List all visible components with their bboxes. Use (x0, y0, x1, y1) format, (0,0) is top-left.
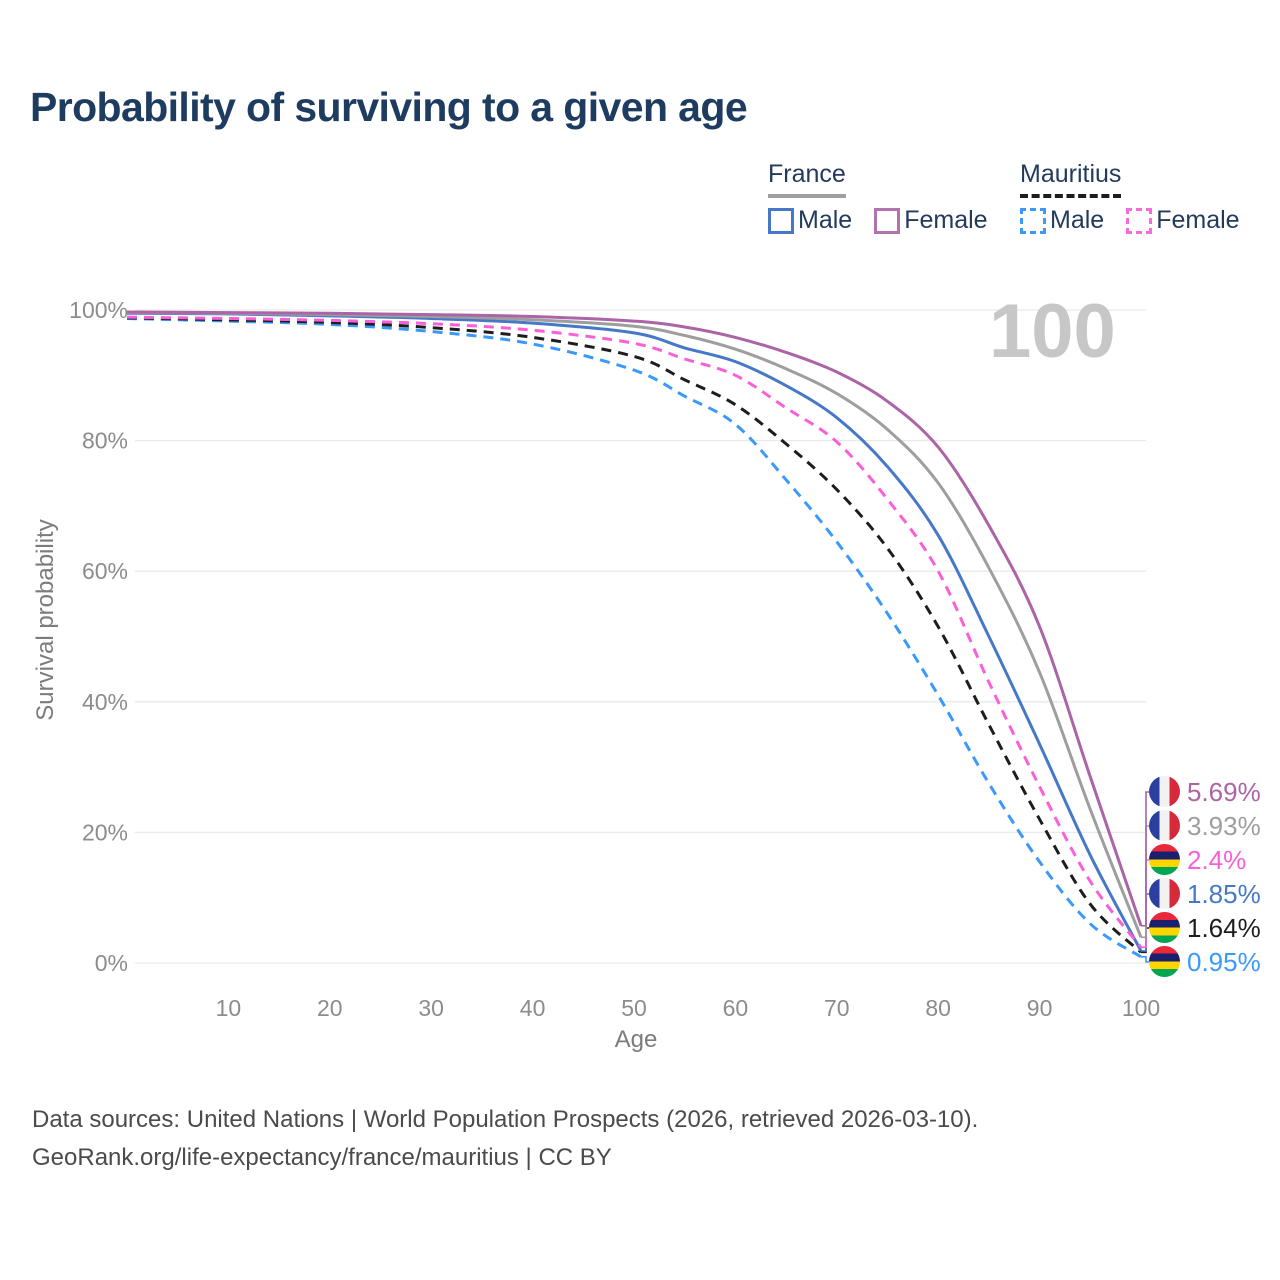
leader-line-france-female (1141, 791, 1151, 927)
legend-item-mauritius-male[interactable]: Male (1020, 206, 1104, 235)
france-female-swatch-icon (874, 207, 901, 234)
page-title: Probability of surviving to a given age (30, 84, 748, 130)
end-value-label: 1.85% (1187, 878, 1261, 909)
end-value-label: 2.4% (1187, 844, 1247, 875)
legend-label: Male (798, 206, 853, 234)
legend-item-mauritius-female[interactable]: Female (1126, 206, 1240, 235)
legend-france-header[interactable]: France (768, 160, 846, 198)
x-tick-label-100: 100 (1122, 995, 1160, 1021)
x-tick-label-70: 70 (824, 995, 850, 1021)
france-flag-icon (1149, 878, 1180, 909)
series-line-mauritius-female[interactable] (126, 315, 1143, 949)
x-tick-label-50: 50 (621, 995, 647, 1021)
legend-label: Male (1050, 206, 1105, 234)
mauritius-male-swatch-icon (1020, 207, 1046, 234)
x-tick-label-20: 20 (317, 995, 343, 1021)
y-tick-label-80: 80% (82, 428, 128, 454)
series-line-france-female[interactable] (126, 310, 1143, 927)
y-axis-title: Survival probability (32, 519, 59, 721)
x-tick-label-10: 10 (216, 995, 242, 1021)
end-value-label: 3.93% (1187, 810, 1261, 841)
legend-group-mauritius: Mauritius Male Female (1020, 160, 1240, 235)
mauritius-flag-icon (1149, 912, 1180, 943)
end-label-row-france-both-sexes: 3.93% (1149, 810, 1261, 841)
data-sources-text: Data sources: United Nations | World Pop… (32, 1106, 979, 1133)
legend-item-france-male[interactable]: Male (768, 206, 852, 235)
x-tick-label-40: 40 (520, 995, 546, 1021)
end-value-label: 0.95% (1187, 946, 1261, 977)
legend-group-france: France Male Female (768, 160, 988, 235)
france-flag-icon (1149, 776, 1180, 807)
y-tick-label-40: 40% (82, 689, 128, 715)
end-label-row-france-female: 5.69% (1149, 776, 1261, 807)
source-url-text[interactable]: GeoRank.org/life-expectancy/france/mauri… (32, 1144, 612, 1171)
end-value-label: 1.64% (1187, 912, 1261, 943)
end-label-row-mauritius-female: 2.4% (1149, 844, 1246, 875)
series-line-mauritius-both-sexes[interactable] (126, 316, 1143, 954)
x-tick-label-80: 80 (925, 995, 951, 1021)
france-flag-icon (1149, 810, 1180, 841)
end-value-label: 5.69% (1187, 776, 1261, 807)
x-tick-label-90: 90 (1027, 995, 1053, 1021)
legend-label: Female (904, 206, 988, 234)
end-label-row-mauritius-male: 0.95% (1149, 946, 1261, 977)
x-axis-title: Age (614, 1026, 658, 1053)
y-tick-label-0: 0% (95, 950, 128, 976)
legend-mauritius-header[interactable]: Mauritius (1020, 160, 1122, 198)
end-label-row-france-male: 1.85% (1149, 878, 1261, 909)
france-male-swatch-icon (768, 207, 794, 234)
y-tick-label-100: 100% (69, 297, 128, 323)
x-tick-label-60: 60 (723, 995, 749, 1021)
series-line-france-male[interactable] (126, 311, 1143, 952)
end-label-row-mauritius-both-sexes: 1.64% (1149, 912, 1261, 943)
mauritius-female-swatch-icon (1126, 207, 1153, 234)
x-tick-label-30: 30 (418, 995, 444, 1021)
legend-item-france-female[interactable]: Female (874, 206, 988, 235)
leader-line-mauritius-male (1141, 956, 1151, 963)
y-tick-label-20: 20% (82, 819, 128, 845)
mauritius-flag-icon (1149, 844, 1180, 875)
legend-label: Female (1156, 206, 1240, 234)
series-line-mauritius-male[interactable] (126, 316, 1142, 959)
mauritius-flag-icon (1149, 946, 1180, 977)
age-watermark: 100 (989, 289, 1116, 374)
y-tick-label-60: 60% (82, 558, 128, 584)
series-line-france-both-sexes[interactable] (126, 311, 1143, 938)
